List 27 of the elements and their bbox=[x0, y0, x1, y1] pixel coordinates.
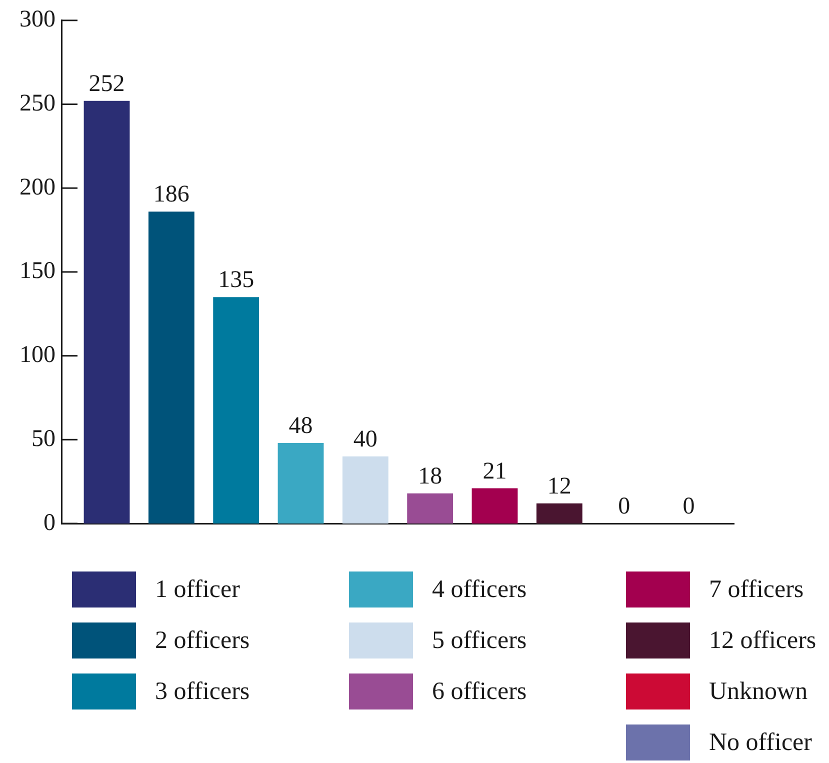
legend-label: 12 officers bbox=[709, 627, 816, 654]
legend-label: 3 officers bbox=[155, 678, 250, 706]
legend-label: Unknown bbox=[709, 678, 808, 706]
y-tick-label: 300 bbox=[20, 6, 56, 33]
data-label: 21 bbox=[482, 458, 507, 484]
data-label: 135 bbox=[218, 267, 254, 294]
y-tick-label: 200 bbox=[20, 174, 56, 200]
data-label: 252 bbox=[88, 70, 125, 97]
data-label: 186 bbox=[153, 182, 190, 208]
legend-label: 2 officers bbox=[155, 627, 250, 654]
legend-label: 5 officers bbox=[432, 627, 527, 654]
legend-label: 7 officers bbox=[709, 576, 804, 604]
data-label: 0 bbox=[618, 494, 630, 520]
data-label: 0 bbox=[682, 494, 695, 520]
y-tick-label: 100 bbox=[20, 342, 56, 368]
data-label: 48 bbox=[288, 413, 313, 440]
legend-label: No officer bbox=[709, 729, 813, 756]
y-tick-label: 250 bbox=[20, 90, 56, 117]
data-label: 12 bbox=[547, 473, 572, 500]
legend-label: 6 officers bbox=[432, 678, 527, 706]
legend-label: 1 officer bbox=[155, 576, 241, 604]
y-tick-label: 50 bbox=[32, 426, 56, 452]
y-tick-label: 150 bbox=[20, 258, 56, 284]
y-tick-label: 0 bbox=[44, 510, 56, 536]
legend-label: 4 officers bbox=[432, 576, 527, 604]
data-label: 18 bbox=[418, 463, 442, 490]
data-label: 40 bbox=[353, 426, 378, 452]
